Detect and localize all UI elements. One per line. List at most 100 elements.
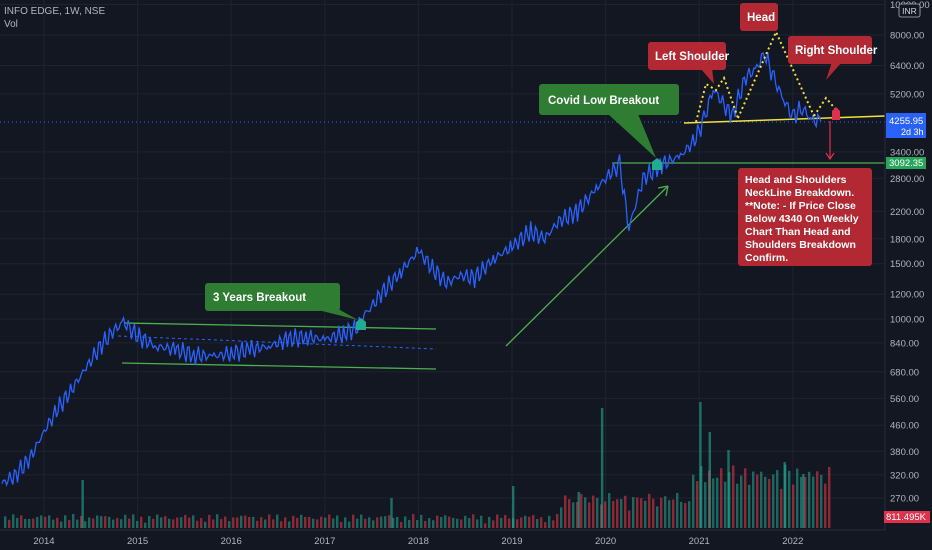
volume-bar (92, 518, 95, 528)
volume-bar (196, 520, 199, 528)
trend-arrow-head (657, 185, 669, 197)
callout-note: Head and Shoulders NeckLine Breakdown. *… (738, 168, 872, 266)
volume-bar (332, 518, 335, 528)
breakdown-marker (832, 107, 840, 120)
volume-bar (264, 519, 267, 528)
volume-bar (468, 518, 471, 528)
volume-bar (300, 514, 303, 528)
volume-bar (8, 519, 11, 528)
volume-bar (16, 517, 19, 528)
callout-covid: Covid Low Breakout (539, 84, 679, 115)
volume-bar (44, 516, 47, 528)
volume-bar (96, 515, 99, 528)
volume-bar (356, 518, 359, 528)
volume-bar (424, 520, 427, 528)
callout-3-years: 3 Years Breakout (205, 283, 340, 311)
volume-bar (60, 521, 63, 528)
volume-bar (132, 514, 135, 528)
volume-bar (584, 497, 587, 528)
currency-badge[interactable]: INR (898, 3, 921, 18)
volume-bar (400, 521, 403, 528)
range-lower-line (121, 362, 437, 370)
volume-spike (81, 480, 84, 528)
breakout-marker-2020 (652, 158, 662, 170)
volume-bar (484, 523, 487, 528)
y-tick-label: 2800.00 (890, 174, 924, 185)
callout-head: Head (740, 3, 778, 31)
level-price-value: 3092.35 (889, 158, 923, 169)
note-line: Confirm. (745, 252, 788, 264)
volume-bar (792, 484, 795, 528)
volume-tag: 811.495K (884, 511, 930, 523)
volume-bar (628, 510, 631, 528)
volume-bar (520, 517, 523, 528)
volume-bar (808, 471, 811, 528)
volume-bar (528, 516, 531, 528)
vertical-gridlines (43, 0, 794, 530)
callout-pointer-covid (608, 114, 656, 158)
volume-spike (390, 498, 393, 528)
volume-bar (244, 515, 247, 528)
volume-bar (76, 519, 79, 528)
time-axis[interactable]: 2014 2015 2016 2017 2018 2019 2020 2021 2022 (33, 536, 803, 547)
volume-bar (444, 515, 447, 528)
volume-bar (136, 520, 139, 528)
volume-bar (616, 499, 619, 528)
volume-bar (224, 516, 227, 528)
volume-spike (708, 432, 711, 528)
volume-spike (600, 408, 604, 528)
volume-bar (252, 516, 255, 528)
volume-bar (680, 501, 683, 528)
callout-pointer-3y (318, 310, 358, 320)
callout-right-shoulder: Right Shoulder (788, 36, 878, 64)
y-tick-label: 2200.00 (890, 207, 924, 218)
volume-bar (240, 515, 243, 528)
volume-bar (428, 518, 431, 528)
volume-bar (208, 514, 211, 528)
volume-bar (624, 495, 627, 528)
y-tick-label: 560.00 (890, 394, 919, 405)
volume-bar (28, 518, 31, 528)
volume-bar (632, 497, 635, 528)
y-tick-label: 5200.00 (890, 89, 924, 100)
note-line: **Note: - If Price Close (745, 200, 856, 212)
volume-bar (420, 514, 423, 528)
callout-3-years-text: 3 Years Breakout (213, 292, 306, 304)
volume-bar (456, 518, 459, 528)
x-tick-label: 2017 (314, 536, 335, 547)
volume-bar (176, 517, 179, 528)
volume-bar (276, 514, 279, 528)
volume-bar (736, 483, 739, 528)
volume-bar (588, 502, 591, 528)
volume-bar (752, 471, 755, 528)
volume-bar (376, 517, 379, 528)
volume-bar (568, 499, 571, 528)
volume-bar (472, 514, 475, 528)
note-line: NeckLine Breakdown. (745, 187, 854, 199)
volume-bar (404, 516, 407, 528)
volume-bar (284, 517, 287, 528)
volume-bar (328, 514, 331, 528)
volume-bar (488, 516, 491, 528)
level-price-tag: 3092.35 (886, 157, 926, 169)
volume-bar (552, 520, 555, 528)
y-tick-label: 1500.00 (890, 259, 924, 270)
volume-bar (508, 518, 511, 528)
y-tick-label: 320.00 (890, 470, 919, 481)
volume-bar (620, 499, 623, 528)
volume-bar (220, 519, 223, 528)
volume-bar (396, 516, 399, 528)
volume-bar (164, 516, 167, 528)
volume-bar (732, 465, 735, 528)
volume-bar (564, 495, 567, 528)
volume-bar (48, 515, 51, 528)
volume-bar (496, 514, 499, 528)
volume-label: Vol (4, 19, 18, 30)
price-line (1, 52, 822, 488)
volume-bar (312, 518, 315, 528)
volume-bar (84, 521, 87, 528)
y-tick-label: 460.00 (890, 421, 919, 432)
volume-bar (32, 518, 35, 528)
volume-bar (744, 468, 747, 528)
